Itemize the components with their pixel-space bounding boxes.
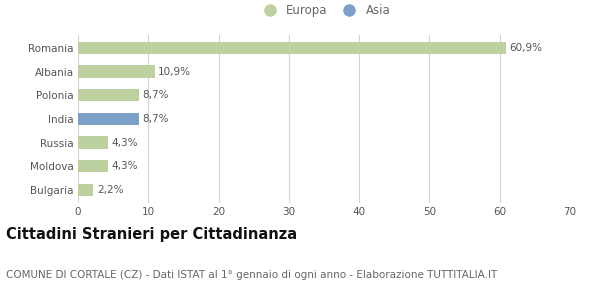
Bar: [78, 65, 155, 78]
Bar: [78, 89, 139, 102]
Text: 4,3%: 4,3%: [112, 137, 138, 148]
Text: 8,7%: 8,7%: [143, 90, 169, 100]
Bar: [78, 184, 94, 196]
Text: Cittadini Stranieri per Cittadinanza: Cittadini Stranieri per Cittadinanza: [6, 227, 297, 242]
Text: 60,9%: 60,9%: [509, 43, 542, 53]
Text: COMUNE DI CORTALE (CZ) - Dati ISTAT al 1° gennaio di ogni anno - Elaborazione TU: COMUNE DI CORTALE (CZ) - Dati ISTAT al 1…: [6, 270, 497, 280]
Text: 2,2%: 2,2%: [97, 185, 124, 195]
Text: 10,9%: 10,9%: [158, 66, 191, 77]
Bar: [78, 136, 108, 149]
Legend: Europa, Asia: Europa, Asia: [258, 4, 390, 17]
Text: 8,7%: 8,7%: [143, 114, 169, 124]
Bar: [78, 42, 506, 54]
Bar: [78, 113, 139, 125]
Bar: [78, 160, 108, 173]
Text: 4,3%: 4,3%: [112, 161, 138, 171]
